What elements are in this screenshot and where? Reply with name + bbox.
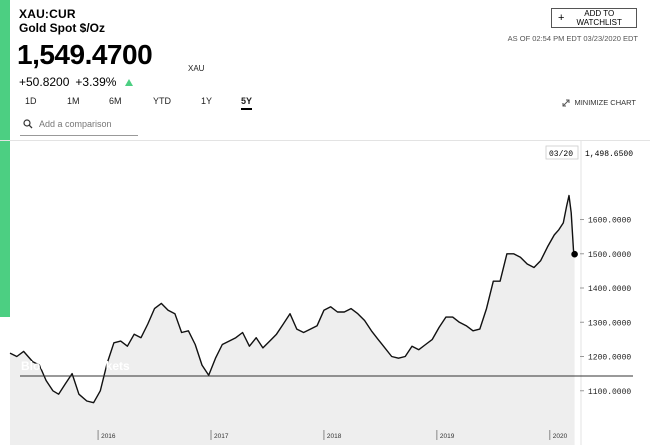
y-tick-label: 1200.0000 [588,354,631,363]
x-axis: 2016 2017 2018 2019 2020 [97,430,568,440]
y-axis: 1600.0000 1500.0000 1400.0000 1300.0000 1200… [580,217,631,397]
price-line [9,194,576,404]
tooltip-date-box [545,145,579,160]
instrument-name: Gold Spot $/Oz [19,21,105,35]
plus-icon: + [558,11,565,24]
minimize-chart-button[interactable]: MINIMIZE CHART [562,98,636,107]
change-percent: +3.39% [75,75,117,89]
ticker-symbol: XAU:CUR [19,7,76,21]
x-tick-label: 2020 [553,433,568,440]
x-tick-label: 2017 [214,433,229,440]
change-value: +50.8200 [19,75,70,89]
price-change: +50.8200 +3.39% [19,75,116,89]
tab-6m[interactable]: 6M [109,96,122,106]
tab-ytd[interactable]: YTD [153,96,171,106]
last-price: 1,549.4700 [17,39,153,70]
price-chart: 2016 2017 2018 2019 2020 BloombergMarkets 16… [0,140,650,445]
tab-1m[interactable]: 1M [67,96,80,106]
price-unit: XAU [188,64,205,73]
add-to-watchlist-button[interactable]: + ADD TO WATCHLIST [551,8,637,28]
minimize-chart-label: MINIMIZE CHART [574,98,636,107]
y-tick-label: 1400.0000 [588,285,631,294]
up-arrow-icon [125,79,133,86]
as-of-timestamp: AS OF 02:54 PM EDT 03/23/2020 EDT [507,34,638,43]
tab-5y[interactable]: 5Y [241,96,253,110]
y-tick-label: 1300.0000 [588,319,631,328]
x-tick-label: 2019 [440,433,455,440]
shrink-icon [562,99,570,106]
add-to-watchlist-label: ADD TO WATCHLIST [576,9,622,27]
y-tick-label: 1600.0000 [588,217,631,226]
comparison-input[interactable] [39,116,134,132]
tab-1y[interactable]: 1Y [201,96,213,106]
tab-1d[interactable]: 1D [25,96,37,106]
x-tick-label: 2018 [327,433,342,440]
y-tick-label: 1500.0000 [588,251,631,260]
tooltip-value: 1,498.6500 [585,150,633,159]
watermark: BloombergMarkets [21,359,130,373]
y-tick-label: 1100.0000 [588,388,631,397]
accent-bar [0,0,10,317]
comparison-search [20,113,138,136]
x-tick-label: 2016 [101,433,116,440]
search-icon [23,119,33,129]
tooltip-date: 03/20 [549,150,573,159]
range-tabs: 1D 1M 6M YTD 1Y 5Y [19,96,319,110]
current-point [571,250,578,258]
